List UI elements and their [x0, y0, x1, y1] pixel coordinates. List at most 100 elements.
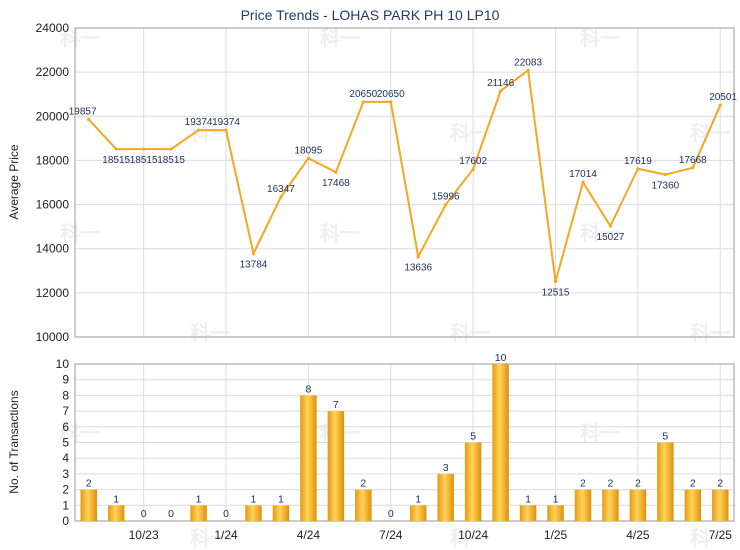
transaction-bar	[245, 505, 262, 521]
price-y-tick-label: 16000	[36, 198, 70, 212]
price-point	[444, 203, 448, 207]
price-point	[114, 147, 118, 151]
transaction-bar	[300, 395, 317, 521]
price-point	[608, 224, 613, 228]
transactions-y-tick-label: 5	[62, 436, 69, 450]
transaction-data-label: 2	[635, 478, 641, 490]
transaction-data-label: 2	[580, 478, 586, 490]
watermark-mark: 科一	[450, 121, 490, 145]
transaction-data-label: 0	[388, 508, 394, 520]
price-data-label: 20650	[349, 89, 377, 100]
price-point	[718, 103, 722, 107]
price-data-label: 17619	[624, 156, 652, 167]
price-points	[87, 68, 722, 284]
transaction-data-label: 2	[690, 478, 696, 490]
transaction-bar	[684, 489, 702, 521]
transaction-data-label: 1	[278, 493, 284, 505]
price-y-ticks: 10000 12000 14000 16000 18000 20000 22000 24000	[36, 21, 70, 344]
price-point	[169, 147, 173, 151]
price-point	[389, 100, 393, 104]
price-data-label: 13636	[404, 263, 432, 274]
watermark-mark: 科一	[690, 121, 730, 145]
watermark-mark: 科一	[320, 221, 360, 245]
watermark-mark: 科一	[690, 526, 730, 550]
x-tick-label: 10/24	[458, 528, 488, 542]
transaction-data-label: 10	[495, 352, 507, 364]
price-data-label: 22083	[514, 57, 542, 68]
price-point	[334, 170, 338, 174]
price-point	[196, 128, 201, 132]
price-data-label: 16347	[267, 184, 295, 195]
transaction-bar	[547, 505, 564, 521]
price-data-label: 18515	[102, 155, 130, 166]
price-line-panel: 10000 12000 14000 16000 18000 20000 22000 24000…	[7, 21, 737, 344]
price-point	[553, 279, 558, 284]
watermark-mark: 科一	[60, 421, 100, 445]
transactions-y-tick-label: 0	[62, 514, 69, 528]
transaction-bar	[80, 489, 97, 521]
watermark-mark: 科一	[690, 321, 730, 345]
transaction-data-label: 7	[333, 399, 339, 411]
price-point	[279, 195, 283, 199]
price-data-label: 19857	[69, 106, 97, 117]
transaction-bar	[437, 473, 454, 521]
transaction-data-label: 0	[168, 508, 174, 520]
price-point	[306, 156, 310, 160]
watermark-mark: 科一	[190, 321, 230, 345]
transaction-data-label: 2	[717, 478, 723, 490]
transaction-data-label: 2	[608, 478, 614, 490]
transaction-bar	[355, 489, 372, 521]
transactions-x-ticks: 10/23 1/24 4/24 7/24 10/24 1/25 4/25 7/25	[129, 528, 733, 542]
price-data-label: 18515	[157, 155, 185, 166]
price-data-label: 19374	[212, 117, 240, 128]
x-tick-label: 4/24	[297, 528, 321, 542]
transaction-data-label: 5	[662, 431, 668, 443]
price-point	[691, 166, 695, 170]
price-y-tick-label: 18000	[36, 153, 70, 167]
price-point	[142, 147, 146, 151]
price-point	[87, 117, 91, 122]
transaction-data-label: 3	[443, 462, 449, 474]
transaction-bar	[190, 505, 207, 521]
price-point	[251, 251, 256, 256]
transaction-bar	[712, 489, 729, 521]
transaction-data-label: 0	[141, 508, 147, 520]
transaction-data-label: 2	[86, 478, 92, 490]
watermark-mark: 科一	[60, 221, 100, 245]
x-tick-label: 1/25	[544, 528, 568, 542]
price-y-tick-label: 10000	[36, 330, 70, 344]
price-data-label: 15996	[432, 192, 460, 203]
price-point	[361, 100, 365, 104]
price-data-label: 17602	[459, 156, 487, 167]
transaction-data-label: 1	[251, 493, 257, 505]
x-tick-label: 7/24	[379, 528, 403, 542]
price-series-line	[87, 68, 722, 282]
watermark-mark: 科一	[450, 321, 490, 345]
price-y-tick-label: 12000	[36, 286, 70, 300]
transaction-bar	[492, 364, 509, 521]
price-data-label: 17668	[679, 155, 707, 166]
price-data-label: 15027	[597, 232, 625, 243]
transaction-data-label: 1	[196, 493, 202, 505]
transaction-data-label: 1	[113, 493, 119, 505]
transactions-y-tick-label: 3	[62, 467, 69, 481]
transaction-bar	[629, 489, 647, 521]
price-data-label: 12515	[542, 287, 570, 298]
transactions-y-tick-label: 10	[56, 357, 70, 371]
transactions-y-tick-label: 1	[62, 498, 69, 512]
transaction-bar	[574, 489, 592, 521]
transactions-y-tick-label: 2	[62, 483, 69, 497]
price-plot-area	[74, 27, 735, 338]
transaction-data-label: 1	[553, 493, 559, 505]
watermark-mark: 科一	[450, 526, 490, 550]
x-tick-label: 4/25	[626, 528, 650, 542]
price-y-tick-label: 20000	[36, 109, 70, 123]
price-point	[636, 167, 640, 171]
transaction-bar	[409, 505, 427, 521]
price-point	[499, 89, 503, 93]
price-point	[224, 128, 228, 132]
transactions-y-tick-label: 7	[62, 404, 69, 418]
price-data-label: 17360	[651, 181, 679, 192]
